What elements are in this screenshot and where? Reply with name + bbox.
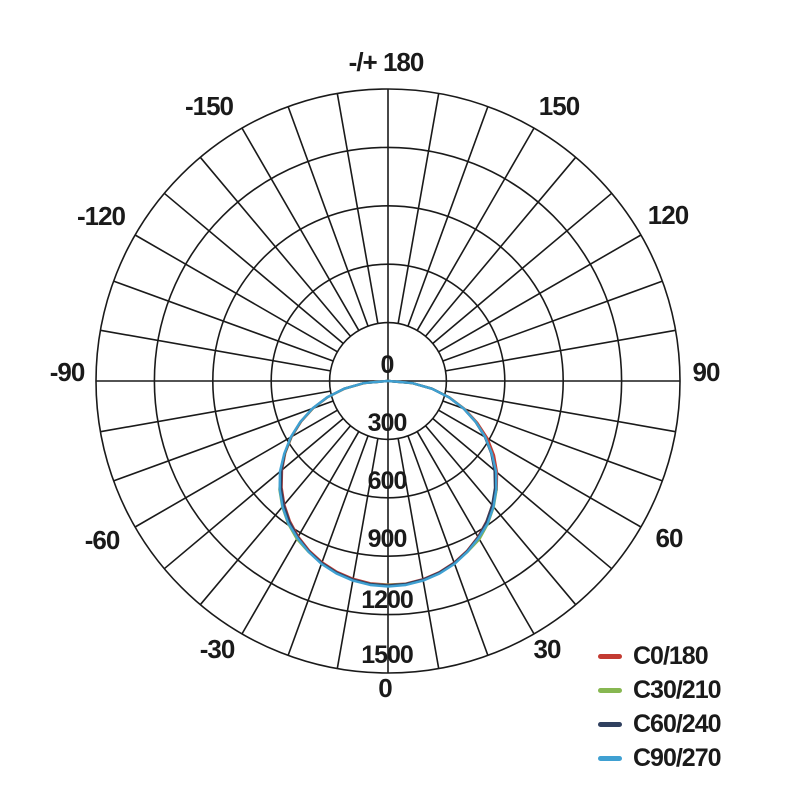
legend-swatch-icon xyxy=(598,722,622,727)
angular-gridline-310 xyxy=(163,192,344,345)
angular-gridline-250 xyxy=(113,400,334,482)
angular-gridline-110 xyxy=(442,400,663,482)
angle-label--+180: -/+ 180 xyxy=(349,47,424,77)
angular-gridline-190 xyxy=(336,438,379,669)
angle-label-120: 120 xyxy=(648,200,689,230)
angular-gridline-200 xyxy=(287,435,369,656)
angle-label-90: 90 xyxy=(693,357,720,387)
radial-label-1500: 1500 xyxy=(361,641,413,669)
angular-gridline-40 xyxy=(424,156,577,337)
angular-gridline-120 xyxy=(438,409,642,528)
legend-label: C30/210 xyxy=(633,676,722,704)
angular-gridline-80 xyxy=(445,329,676,372)
angular-gridline-50 xyxy=(432,192,613,345)
angle-label-150: 150 xyxy=(539,91,580,121)
legend-label: C90/270 xyxy=(633,744,722,772)
angular-gridline-330 xyxy=(241,127,360,331)
angular-gridline-240 xyxy=(134,409,338,528)
angular-gridline-170 xyxy=(397,438,440,669)
angular-gridline-290 xyxy=(113,280,334,362)
legend-swatch-icon xyxy=(598,756,622,761)
angular-gridline-20 xyxy=(407,106,489,327)
angle-label--60: -60 xyxy=(85,525,120,555)
angular-gridline-280 xyxy=(100,329,331,372)
chart-legend: C0/180 C30/210 C60/240 C90/270 xyxy=(598,642,722,772)
angular-gridline-100 xyxy=(445,390,676,433)
angular-gridline-350 xyxy=(336,93,379,324)
legend-entry-C60-240: C60/240 xyxy=(598,710,722,738)
legend-label: C60/240 xyxy=(633,710,722,738)
radial-label-900: 900 xyxy=(368,525,407,553)
angular-gridline-300 xyxy=(134,234,338,353)
angular-gridline-260 xyxy=(100,390,331,433)
angular-gridline-30 xyxy=(416,127,535,331)
legend-swatch-icon xyxy=(598,688,622,693)
angular-gridline-150 xyxy=(416,431,535,635)
angle-label-60: 60 xyxy=(656,523,683,553)
angular-gridline-140 xyxy=(424,425,577,606)
angular-gridline-10 xyxy=(397,93,440,324)
angle-label--150: -150 xyxy=(185,91,234,121)
legend-swatch-icon xyxy=(598,654,622,659)
angular-gridline-60 xyxy=(438,234,642,353)
angle-label--90: -90 xyxy=(50,357,85,387)
angle-label-30: 30 xyxy=(534,634,561,664)
angle-label--30: -30 xyxy=(200,634,235,664)
angle-label--120: -120 xyxy=(77,201,126,231)
radial-label-600: 600 xyxy=(368,467,407,495)
curve-C90-270 xyxy=(278,379,498,588)
angular-gridline-160 xyxy=(407,435,489,656)
angular-gridline-220 xyxy=(199,425,352,606)
legend-entry-C0-180: C0/180 xyxy=(598,642,721,670)
angular-gridline-70 xyxy=(442,280,663,362)
radial-label-1200: 1200 xyxy=(361,586,413,614)
angular-gridline-210 xyxy=(241,431,360,635)
angular-gridline-230 xyxy=(163,417,344,570)
angular-gridline-340 xyxy=(287,106,369,327)
legend-entry-C90-270: C90/270 xyxy=(598,744,722,772)
angular-gridline-130 xyxy=(432,417,613,570)
angular-gridline-320 xyxy=(199,156,352,337)
legend-entry-C30-210: C30/210 xyxy=(598,676,722,704)
angle-label-0: 0 xyxy=(378,673,392,703)
radial-label-0: 0 xyxy=(381,351,394,379)
radial-label-300: 300 xyxy=(368,409,407,437)
legend-label: C0/180 xyxy=(633,642,709,670)
